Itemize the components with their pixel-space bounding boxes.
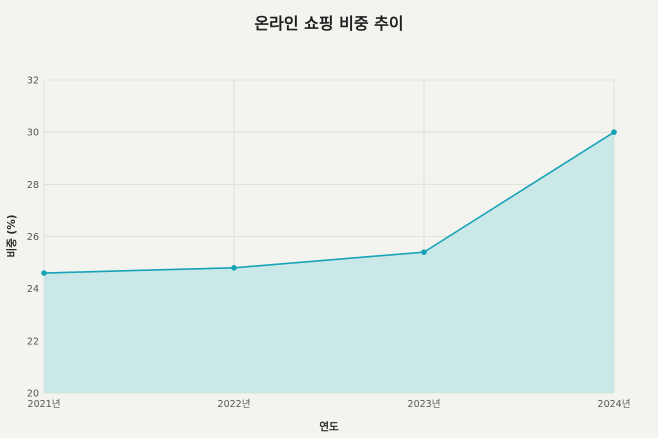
y-tick-label: 28 (27, 180, 39, 191)
y-tick-label: 24 (27, 284, 39, 295)
y-tick-label: 30 (27, 128, 39, 139)
point-layer (41, 129, 617, 276)
line-layer (43, 131, 615, 274)
x-tick-label: 2022년 (218, 399, 251, 410)
data-point (611, 129, 617, 135)
data-point (421, 249, 427, 255)
x-axis-title: 연도 (319, 420, 339, 433)
y-tick-label: 22 (27, 336, 39, 347)
series-line (43, 131, 615, 274)
x-tick-label: 2021년 (28, 399, 61, 410)
area-layer (44, 132, 614, 393)
x-axis-ticks: 2021년 2022년 2023년 2024년 (28, 399, 631, 410)
x-tick-label: 2023년 (408, 399, 441, 410)
x-tick-label: 2024년 (598, 399, 631, 410)
y-tick-label: 20 (27, 389, 39, 400)
y-axis-title: 비중 (%) (5, 214, 18, 257)
y-tick-label: 26 (27, 232, 39, 243)
chart-title: 온라인 쇼핑 비중 추이 (254, 14, 403, 33)
data-point (41, 270, 47, 276)
area-fill (44, 132, 614, 393)
y-tick-label: 32 (27, 76, 39, 87)
y-axis-ticks: 20 22 24 26 28 30 32 (27, 76, 39, 400)
data-point (231, 265, 237, 271)
